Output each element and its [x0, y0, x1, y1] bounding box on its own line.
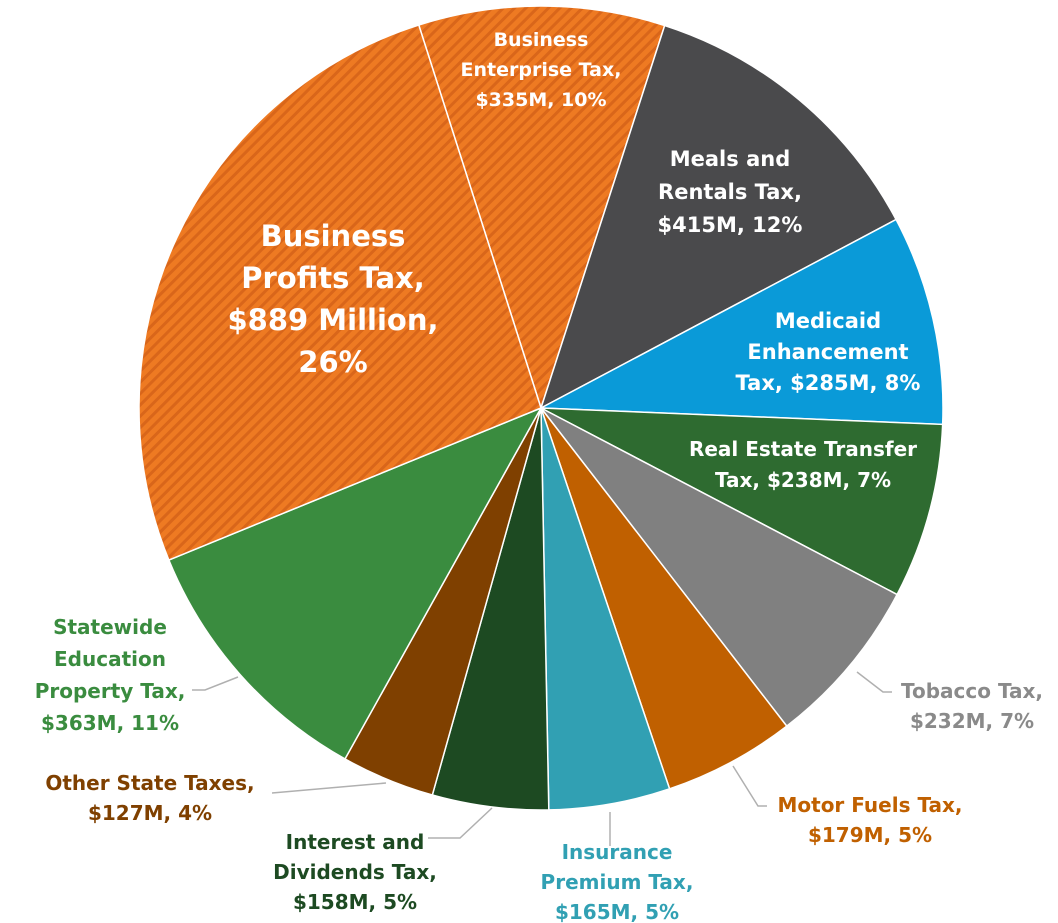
slice-label: 26%	[298, 345, 367, 379]
slice-label: Medicaid	[775, 309, 881, 333]
slice	[167, 406, 543, 760]
slice	[539, 24, 898, 410]
slice-label: $363M, 11%	[41, 711, 179, 735]
slice-label: $179M, 5%	[808, 823, 932, 847]
slice-label: Premium Tax,	[541, 870, 694, 894]
slice-label: $232M, 7%	[910, 709, 1034, 733]
slice-label: Enhancement	[747, 340, 908, 364]
slice-label: Interest and	[286, 830, 425, 854]
slice	[417, 5, 666, 411]
slice-label: Business	[261, 219, 406, 253]
labels: Business Enterprise Tax, $335M, 10% Meals a…	[35, 29, 1043, 923]
slice	[540, 407, 899, 728]
slice-label: Insurance	[562, 840, 673, 864]
slice-label: Enterprise Tax,	[461, 59, 622, 81]
leader-line	[732, 765, 767, 807]
leader-line	[271, 782, 387, 794]
slice-label: $127M, 4%	[88, 801, 212, 825]
slice-label: $415M, 12%	[658, 213, 803, 237]
leader-line	[856, 671, 892, 693]
slices	[138, 5, 944, 811]
slice-label: Real Estate Transfer	[689, 437, 917, 461]
slice-label: Profits Tax,	[241, 261, 425, 295]
slice-label: Meals and	[670, 147, 790, 171]
slice-label: $335M, 10%	[475, 89, 606, 111]
slice-label: Tax, $238M, 7%	[715, 468, 891, 492]
slice-label: Education	[54, 647, 166, 671]
leader-line	[192, 676, 239, 691]
slice-label: Tax, $285M, 8%	[736, 371, 921, 395]
slice	[538, 218, 944, 426]
slice-label: $158M, 5%	[293, 890, 417, 914]
slice-label: Dividends Tax,	[273, 860, 437, 884]
slice-label: Property Tax,	[35, 679, 186, 703]
leader-line	[428, 807, 493, 839]
slice	[540, 407, 944, 596]
slice-label: Business	[494, 29, 589, 51]
slice-label: Other State Taxes,	[45, 771, 254, 795]
slice-label: Rentals Tax,	[658, 180, 802, 204]
slice-label: Tobacco Tax,	[901, 679, 1043, 703]
slice	[138, 24, 542, 561]
slice-label: $165M, 5%	[555, 900, 679, 923]
slice-label: Motor Fuels Tax,	[777, 793, 962, 817]
slice-label: Statewide	[53, 615, 167, 639]
slice-label: $889 Million,	[227, 303, 438, 337]
